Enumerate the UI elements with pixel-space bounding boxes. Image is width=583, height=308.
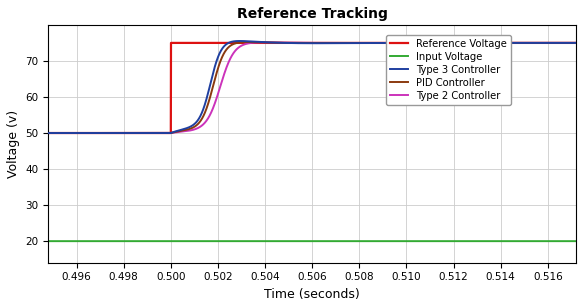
Input Voltage [573,239,580,243]
Input Voltage [247,239,254,243]
Type 2 Controller [247,41,254,45]
Input Voltage [270,239,277,243]
Reference Voltage [271,41,278,45]
Input Voltage [45,239,52,243]
PID Controller [105,131,112,135]
PID Controller [563,41,570,45]
Reference Voltage [563,41,570,45]
Type 3 Controller [505,41,512,45]
Type 3 Controller [247,40,254,43]
Type 2 Controller [105,131,112,135]
X-axis label: Time (seconds): Time (seconds) [264,288,360,301]
PID Controller [245,40,252,44]
Line: Type 3 Controller: Type 3 Controller [48,41,576,133]
Type 3 Controller [271,41,278,44]
Line: PID Controller: PID Controller [48,42,576,133]
Input Voltage [136,239,143,243]
Reference Voltage [573,41,580,45]
PID Controller [271,41,278,44]
Line: Reference Voltage: Reference Voltage [48,43,576,133]
Type 3 Controller [136,131,143,135]
Type 3 Controller [45,131,52,135]
Reference Voltage [105,131,112,135]
Line: Type 2 Controller: Type 2 Controller [48,43,576,133]
Input Voltage [505,239,512,243]
Type 2 Controller [271,41,278,44]
Type 2 Controller [505,41,512,45]
Type 3 Controller [573,41,580,45]
Reference Voltage [505,41,512,45]
Type 3 Controller [236,39,243,43]
Reference Voltage [136,131,143,135]
Type 2 Controller [573,41,580,45]
Y-axis label: Voltage (v): Voltage (v) [7,110,20,178]
Input Voltage [105,239,112,243]
Type 2 Controller [261,41,268,44]
Reference Voltage [45,131,52,135]
Type 3 Controller [563,41,570,45]
PID Controller [247,40,254,44]
Legend: Reference Voltage, Input Voltage, Type 3 Controller, PID Controller, Type 2 Cont: Reference Voltage, Input Voltage, Type 3… [386,34,511,105]
Type 3 Controller [105,131,112,135]
Type 2 Controller [136,131,143,135]
PID Controller [573,41,580,45]
PID Controller [136,131,143,135]
Reference Voltage [247,41,254,45]
Type 2 Controller [563,41,570,45]
Type 2 Controller [45,131,52,135]
Input Voltage [562,239,569,243]
PID Controller [45,131,52,135]
Title: Reference Tracking: Reference Tracking [237,7,388,21]
Reference Voltage [167,41,174,45]
PID Controller [505,41,512,45]
